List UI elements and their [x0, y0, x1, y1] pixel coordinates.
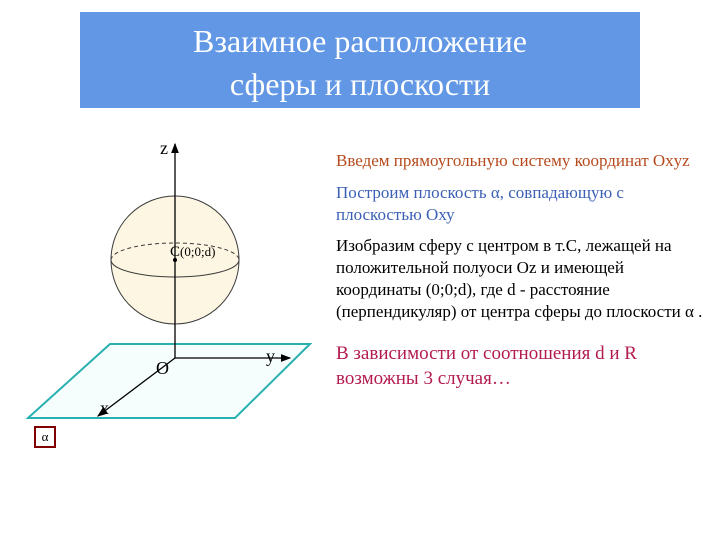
- label-origin: O: [156, 358, 169, 379]
- paragraph-3: Изобразим сферу с центром в т.С, лежащей…: [336, 235, 704, 322]
- label-center-c: С: [170, 244, 180, 260]
- paragraph-2: Построим плоскость α, совпадающую с плос…: [336, 182, 704, 226]
- slide-title: Взаимное расположение сферы и плоскости: [80, 12, 640, 108]
- title-line-2: сферы и плоскости: [230, 66, 490, 102]
- label-center: С(0;0;d): [170, 244, 215, 261]
- diagram: z у х O С(0;0;d) α: [20, 140, 320, 460]
- label-y: у: [266, 346, 275, 367]
- paragraph-4: В зависимости от соотношения d и R возмо…: [336, 342, 704, 391]
- text-column: Введем прямоугольную систему координат O…: [336, 150, 704, 401]
- diagram-svg: [20, 140, 320, 460]
- label-alpha-box: α: [34, 426, 56, 448]
- title-line-1: Взаимное расположение: [193, 23, 527, 59]
- label-x: х: [100, 398, 109, 419]
- paragraph-1: Введем прямоугольную систему координат O…: [336, 150, 704, 172]
- label-center-coords: (0;0;d): [180, 244, 215, 259]
- label-z: z: [160, 138, 168, 159]
